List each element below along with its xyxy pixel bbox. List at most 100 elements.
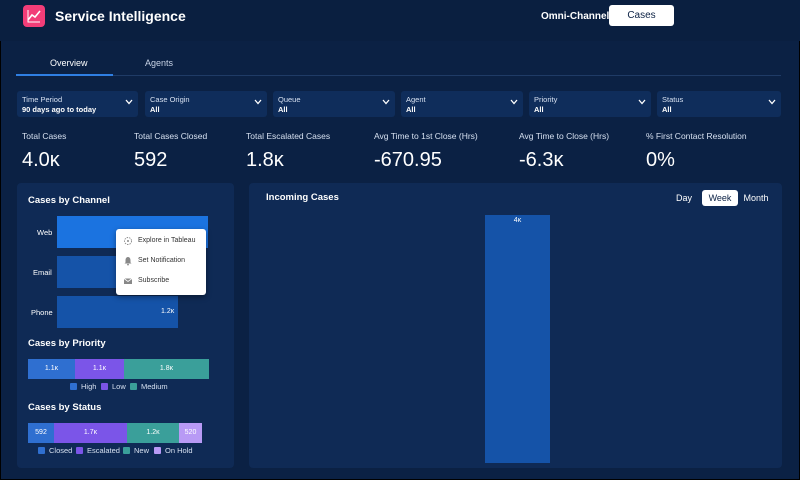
legend-high: High [70,382,96,391]
chevron-down-icon [768,99,776,105]
chevron-down-icon [638,99,646,105]
menu-item-explore[interactable]: Explore in Tableau [116,231,206,251]
legend-label: On Hold [165,446,193,455]
active-tab-indicator [16,74,113,76]
legend-swatch [76,447,83,454]
filter-label: Agent [406,95,426,104]
kpi-value: -6.3κ [519,149,564,171]
legend-swatch [38,447,45,454]
filter-label: Priority [534,95,558,104]
omni-channel-link[interactable]: Omni-Channel [541,11,610,22]
status-segment-closed[interactable]: 592 [28,423,54,443]
incoming-cases-bar-value: 4κ [513,217,522,224]
kpi-total-escalated-cases: Total Escalated Cases 1.8κ [246,131,330,172]
mail-icon [123,278,133,284]
cases-button[interactable]: Cases [609,5,674,26]
filter-status[interactable]: Status All [657,91,781,117]
legend-new: New [123,446,149,455]
legend-swatch [154,447,161,454]
filter-value: All [662,105,672,114]
app-logo [23,5,45,27]
app-header: Service Intelligence Omni-Channel Cases [0,0,800,41]
filter-value: All [278,105,288,114]
toggle-week[interactable]: Week [702,190,738,206]
cases-by-status-title: Cases by Status [28,402,102,413]
legend-label: Escalated [87,446,120,455]
toggle-month[interactable]: Month [743,193,769,203]
status-segment-on-hold[interactable]: 520 [179,423,202,443]
legend-label: Closed [49,446,73,455]
kpi-label: Total Escalated Cases [246,131,331,141]
filter-value: All [534,105,544,114]
menu-item-label: Explore in Tableau [138,237,196,244]
filter-agent[interactable]: Agent All [401,91,523,117]
legend-swatch [70,383,77,390]
legend-closed: Closed [38,446,72,455]
menu-item-set-notification[interactable]: Set Notification [116,251,206,271]
legend-on-hold: On Hold [154,446,193,455]
legend-label: High [81,382,97,391]
legend-swatch [130,383,137,390]
channel-value-phone: 1.2κ [161,308,175,315]
legend-label: Low [112,382,126,391]
app-title: Service Intelligence [55,8,186,24]
kpi-value: 4.0κ [22,149,60,171]
cases-by-channel-title: Cases by Channel [28,195,110,206]
channel-bar-phone[interactable] [57,296,178,328]
legend-escalated: Escalated [76,446,120,455]
kpi-avg-time-close: Avg Time to Close (Hrs) -6.3κ [519,131,609,172]
filter-value: All [150,105,160,114]
filter-priority[interactable]: Priority All [529,91,651,117]
filter-case-origin[interactable]: Case Origin All [145,91,267,117]
priority-segment-low[interactable]: 1.1κ [75,359,124,379]
chevron-down-icon [125,99,133,105]
channel-label-web: Web [37,228,53,237]
menu-item-subscribe[interactable]: Subscribe [116,271,206,291]
kpi-label: Total Cases Closed [134,131,208,141]
context-menu: Explore in Tableau Set Notification Subs… [116,229,206,295]
chevron-down-icon [254,99,262,105]
incoming-cases-bar[interactable] [485,215,550,463]
kpi-value: -670.95 [374,149,442,171]
kpi-value: 592 [134,149,168,171]
filter-value: 90 days ago to today [22,105,97,114]
channel-label-phone: Phone [31,308,53,317]
kpi-value: 0% [646,149,675,171]
kpi-total-cases-closed: Total Cases Closed 592 [134,131,207,172]
kpi-label: Total Cases [22,131,67,141]
priority-segment-medium[interactable]: 1.8κ [124,359,209,379]
tab-overview[interactable]: Overview [50,58,88,68]
kpi-total-cases: Total Cases 4.0κ [22,131,66,172]
status-segment-new[interactable]: 1.2κ [127,423,179,443]
legend-swatch [123,447,130,454]
filter-label: Case Origin [150,95,190,104]
filter-time-period[interactable]: Time Period 90 days ago to today [17,91,138,117]
filter-value: All [406,105,416,114]
trend-chart-icon [27,10,41,23]
filter-label: Status [662,95,684,104]
kpi-label: Avg Time to Close (Hrs) [519,131,610,141]
legend-swatch [101,383,108,390]
filter-queue[interactable]: Queue All [273,91,395,117]
kpi-label: % First Contact Resolution [646,131,747,141]
explore-icon [124,237,132,245]
legend-low: Low [101,382,126,391]
kpi-first-contact-resolution: % First Contact Resolution 0% [646,131,747,172]
legend-label: Medium [141,382,168,391]
priority-segment-high[interactable]: 1.1κ [28,359,75,379]
filter-label: Time Period [22,95,63,104]
incoming-cases-title: Incoming Cases [266,192,339,203]
kpi-value: 1.8κ [246,149,284,171]
menu-item-label: Subscribe [138,277,170,284]
kpi-avg-time-first-close: Avg Time to 1st Close (Hrs) -670.95 [374,131,478,172]
filter-label: Queue [278,95,301,104]
tab-bar: Overview Agents [16,52,781,76]
channel-label-email: Email [33,268,52,277]
status-segment-escalated[interactable]: 1.7κ [54,423,127,443]
bell-icon [124,257,132,266]
legend-label: New [134,446,150,455]
toggle-day[interactable]: Day [675,193,692,203]
kpi-label: Avg Time to 1st Close (Hrs) [374,131,478,141]
tab-agents[interactable]: Agents [145,58,174,68]
cases-by-priority-title: Cases by Priority [28,338,106,349]
